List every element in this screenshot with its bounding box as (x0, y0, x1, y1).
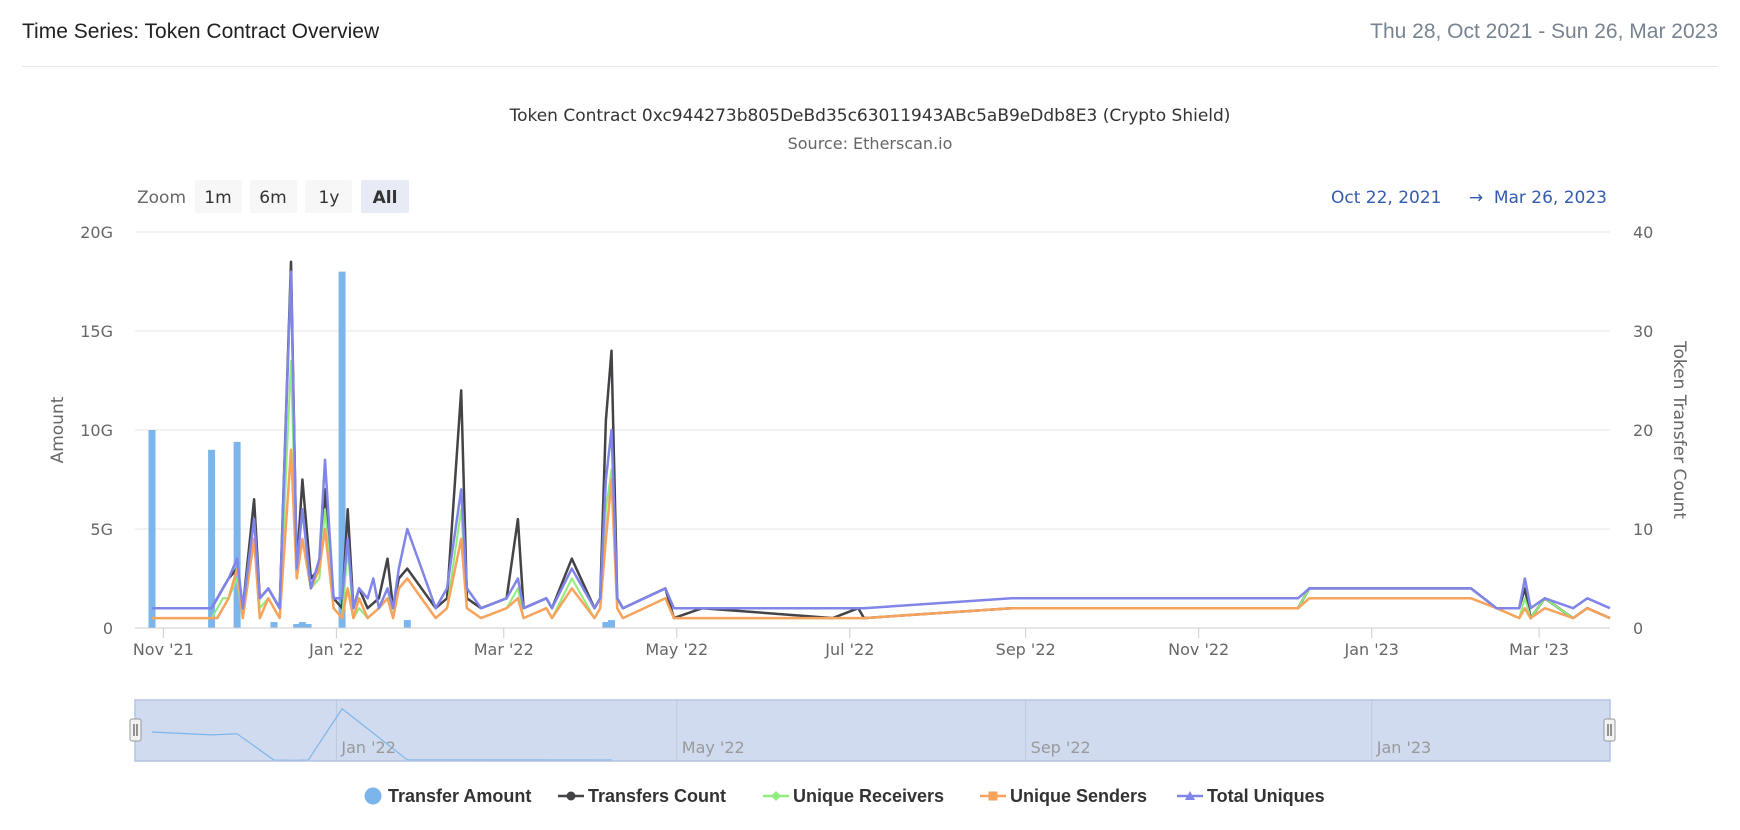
unique-senders-line (152, 448, 1611, 620)
x-tick-label: Jul '22 (824, 640, 874, 659)
zoom-button-6m-label: 6m (259, 188, 286, 208)
y-left-tick-label: 20G (80, 223, 113, 242)
y-axis-left-ticks: 0 5G 10G 15G 20G (80, 223, 113, 638)
zoom-button-6m[interactable]: 6m (250, 180, 297, 213)
legend-label-transfers-count: Transfers Count (588, 786, 726, 806)
legend-symbol-unique-receivers (771, 791, 781, 801)
legend-label-total-uniques: Total Uniques (1207, 786, 1325, 806)
navigator[interactable]: Jan '22 May '22 Sep '22 Jan '23 (129, 699, 1616, 762)
y-left-tick-label: 10G (80, 421, 113, 440)
x-tick-label: Mar '23 (1509, 640, 1569, 659)
y-right-tick-label: 10 (1633, 520, 1653, 539)
y-right-tick-label: 30 (1633, 322, 1653, 341)
transfer-amount-bar (602, 622, 610, 628)
time-series-chart: Token Contract 0xc944273b805DeBd35c63011… (48, 106, 1689, 806)
navigator-label: Sep '22 (1031, 738, 1091, 757)
zoom-controls: Zoom 1m 6m 1y All (137, 180, 409, 213)
zoom-button-6m-bg (250, 180, 297, 213)
y-left-tick-label: 15G (80, 322, 113, 341)
transfer-amount-bar (338, 271, 346, 628)
series-lines (152, 260, 1611, 620)
y-right-tick-label: 0 (1633, 619, 1643, 638)
transfer-amount-bar (304, 624, 312, 628)
zoom-button-1y[interactable]: 1y (305, 180, 352, 213)
transfer-amount-bar (148, 430, 156, 628)
zoom-button-1y-label: 1y (319, 188, 340, 208)
range-arrow: → (1469, 188, 1483, 208)
legend: Transfer Amount Transfers Count Unique Rec… (364, 786, 1325, 806)
navigator-handle-left[interactable] (129, 718, 142, 742)
transfer-amount-bar (608, 620, 616, 628)
range-from[interactable]: Oct 22, 2021 (1331, 188, 1442, 208)
x-tick-label: Sep '22 (996, 640, 1056, 659)
zoom-button-all-bg (361, 180, 409, 213)
transfer-amount-bar (208, 449, 216, 628)
legend-symbol-total-uniques (1185, 791, 1195, 800)
chart-title: Token Contract 0xc944273b805DeBd35c63011… (509, 106, 1231, 126)
range-selector: Oct 22, 2021 → Mar 26, 2023 (1331, 188, 1607, 208)
gridlines (135, 231, 1610, 530)
y-axis-right-ticks: 0 10 20 30 40 (1633, 223, 1653, 638)
x-tick-label: Nov '21 (133, 640, 194, 659)
y-right-tick-label: 40 (1633, 223, 1653, 242)
navigator-labels: Jan '22 May '22 Sep '22 Jan '23 (340, 738, 1431, 757)
transfer-amount-bar (270, 622, 278, 628)
transfer-amount-bar (293, 624, 301, 628)
x-tick-label: May '22 (645, 640, 708, 659)
date-range: Thu 28, Oct 2021 - Sun 26, Mar 2023 (1370, 20, 1718, 43)
navigator-background (135, 700, 1610, 761)
navigator-gridlines (335, 700, 1373, 761)
navigator-handle-left-box (129, 718, 142, 742)
header: Time Series: Token Contract Overview Thu… (22, 0, 1718, 67)
chart-subtitle: Source: Etherscan.io (788, 134, 953, 153)
range-to[interactable]: Mar 26, 2023 (1494, 188, 1607, 208)
x-tick-label: Jan '22 (308, 640, 364, 659)
legend-label-unique-receivers: Unique Receivers (793, 786, 944, 806)
transfer-amount-bar (298, 622, 306, 628)
y-left-tick-label: 5G (90, 520, 113, 539)
transfers-count-line (152, 260, 1611, 620)
x-tick-label: Jan '23 (1343, 640, 1399, 659)
navigator-label: Jan '23 (1376, 738, 1432, 757)
zoom-label: Zoom (137, 188, 186, 208)
zoom-button-1m-label: 1m (204, 188, 231, 208)
x-tick-label: Mar '22 (474, 640, 534, 659)
legend-symbol-transfer-amount (364, 787, 382, 805)
zoom-button-1y-bg (305, 180, 352, 213)
navigator-series-line (151, 707, 612, 762)
x-tick-label: Nov '22 (1168, 640, 1229, 659)
legend-symbol-unique-senders (988, 791, 998, 801)
zoom-button-all[interactable]: All (361, 180, 409, 213)
navigator-handle-right-box (1603, 718, 1616, 742)
legend-label-unique-senders: Unique Senders (1010, 786, 1147, 806)
navigator-label: May '22 (682, 738, 745, 757)
navigator-handle-right[interactable] (1603, 718, 1616, 742)
y-left-tick-label: 0 (103, 619, 113, 638)
page-title: Time Series: Token Contract Overview (22, 20, 380, 43)
zoom-button-all-label: All (373, 188, 398, 208)
y-axis-right-title: Token Transfer Count (1669, 340, 1689, 519)
legend-label-transfer-amount: Transfer Amount (388, 786, 531, 806)
unique-receivers-line (152, 359, 1611, 620)
legend-symbol-transfers-count (566, 791, 576, 801)
zoom-button-1m-bg (195, 180, 242, 213)
y-right-tick-label: 20 (1633, 421, 1653, 440)
transfer-amount-bar (403, 620, 411, 628)
x-axis-ticks: Nov '21 Jan '22 Mar '22 May '22 Jul '22 Sep '… (133, 628, 1569, 659)
navigator-label: Jan '22 (340, 738, 396, 757)
zoom-button-1m[interactable]: 1m (195, 180, 242, 213)
total-uniques-line (152, 270, 1611, 610)
y-axis-left-title: Amount (48, 396, 68, 463)
transfer-amount-columns (148, 271, 616, 628)
transfer-amount-bar (233, 441, 241, 628)
